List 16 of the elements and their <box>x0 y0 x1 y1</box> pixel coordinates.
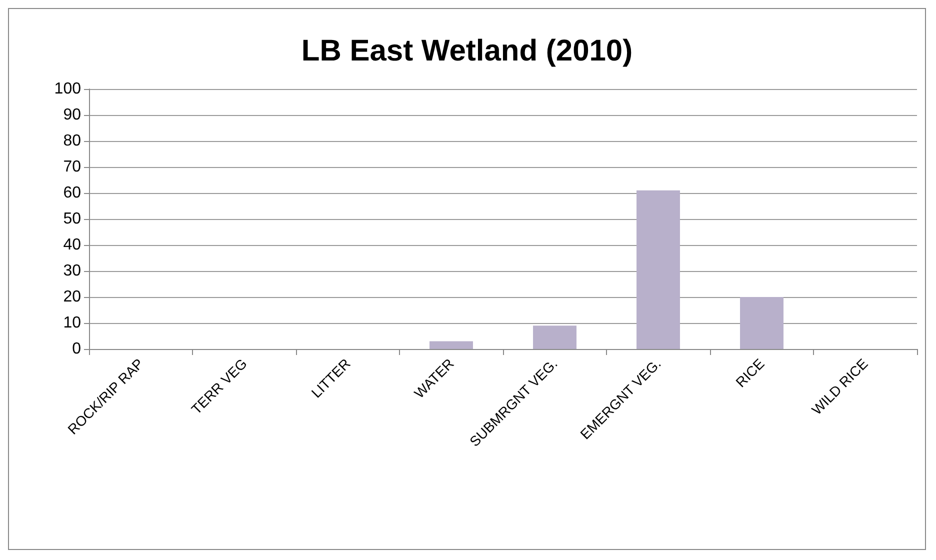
bar <box>430 341 473 349</box>
y-tick-label: 70 <box>63 158 82 176</box>
y-tick-label: 50 <box>63 210 82 228</box>
y-tick-label: 80 <box>63 132 82 150</box>
y-tick-label: 60 <box>63 184 82 202</box>
bar <box>740 297 784 349</box>
chart-title: LB East Wetland (2010) <box>301 34 633 68</box>
y-tick-label: 40 <box>63 236 82 254</box>
bar <box>533 326 576 349</box>
y-tick-label: 0 <box>72 340 82 358</box>
y-tick-label: 10 <box>63 314 82 332</box>
bar <box>636 190 680 349</box>
y-tick-label: 90 <box>63 106 82 124</box>
y-tick-label: 100 <box>54 80 82 98</box>
y-tick-label: 30 <box>63 262 82 280</box>
y-tick-label: 20 <box>63 288 82 306</box>
